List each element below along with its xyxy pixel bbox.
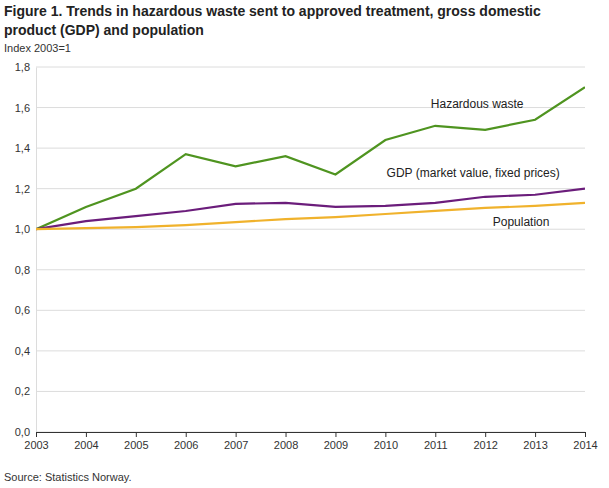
x-tick: 2014	[573, 432, 597, 451]
grid-line	[36, 310, 585, 311]
x-tick: 2006	[174, 432, 198, 451]
x-tick-label: 2010	[374, 439, 398, 451]
y-tick-label: 0,0	[15, 426, 30, 438]
x-tick-label: 2008	[274, 439, 298, 451]
x-tick-label: 2014	[573, 439, 597, 451]
x-tick-mark	[535, 432, 536, 437]
y-tick: 1,4	[15, 142, 36, 154]
y-tick: 0,2	[15, 385, 36, 397]
x-tick: 2004	[74, 432, 98, 451]
series-label: Hazardous waste	[431, 97, 524, 111]
x-tick-label: 2007	[224, 439, 248, 451]
x-tick-mark	[186, 432, 187, 437]
x-tick-mark	[485, 432, 486, 437]
y-tick-label: 1,6	[15, 102, 30, 114]
x-tick: 2010	[374, 432, 398, 451]
x-tick-label: 2013	[523, 439, 547, 451]
lines	[36, 87, 585, 229]
y-tick-label: 1,8	[15, 61, 30, 73]
y-tick: 0,4	[15, 345, 36, 357]
series-line	[36, 189, 585, 230]
y-tick-label: 0,2	[15, 385, 30, 397]
series-line	[36, 203, 585, 229]
x-tick: 2005	[124, 432, 148, 451]
y-tick: 1,2	[15, 183, 36, 195]
x-tick-mark	[36, 432, 37, 437]
y-tick-label: 1,2	[15, 183, 30, 195]
y-tick: 0,8	[15, 264, 36, 276]
x-tick: 2013	[523, 432, 547, 451]
y-tick-label: 0,8	[15, 264, 30, 276]
y-tick-label: 0,4	[15, 345, 30, 357]
y-tick: 1,8	[15, 61, 36, 73]
x-tick: 2003	[24, 432, 48, 451]
x-tick-mark	[385, 432, 386, 437]
x-tick: 2011	[424, 432, 448, 451]
y-tick-label: 1,0	[15, 223, 30, 235]
series-line	[36, 87, 585, 229]
grid-line	[36, 350, 585, 351]
chart: 0,00,20,40,60,81,01,21,41,61,82003200420…	[0, 0, 609, 488]
y-tick-label: 1,4	[15, 142, 30, 154]
grid-line	[36, 391, 585, 392]
x-tick-label: 2012	[473, 439, 497, 451]
x-tick-mark	[236, 432, 237, 437]
x-tick-label: 2009	[324, 439, 348, 451]
x-tick-label: 2011	[424, 439, 448, 451]
y-tick: 0,6	[15, 304, 36, 316]
y-tick: 1,6	[15, 102, 36, 114]
x-tick-mark	[86, 432, 87, 437]
grid-line	[36, 148, 585, 149]
x-axis-line	[37, 432, 586, 433]
x-tick-label: 2005	[124, 439, 148, 451]
grid-line	[36, 269, 585, 270]
grid	[36, 67, 585, 432]
x-tick-label: 2004	[74, 439, 98, 451]
x-tick-label: 2006	[174, 439, 198, 451]
x-tick: 2012	[473, 432, 497, 451]
y-axis-title: Index 2003=1	[4, 42, 71, 54]
y-tick-label: 0,6	[15, 304, 30, 316]
series-label: GDP (market value, fixed prices)	[387, 166, 560, 180]
source: Source: Statistics Norway.	[4, 471, 132, 483]
x-tick-mark	[585, 432, 586, 437]
chart-title: Figure 1. Trends in hazardous waste sent…	[4, 2, 594, 40]
x-axis: 2003 2004 2005 2006 2007 2008 2009 2010 2011 2012…	[24, 432, 597, 451]
grid-line	[36, 67, 585, 68]
series-label: Population	[493, 215, 550, 229]
y-axis-line	[36, 68, 37, 433]
x-tick-mark	[335, 432, 336, 437]
x-tick: 2008	[274, 432, 298, 451]
x-tick-mark	[435, 432, 436, 437]
x-tick-mark	[286, 432, 287, 437]
grid-line	[36, 188, 585, 189]
grid-line	[36, 432, 585, 433]
x-tick: 2007	[224, 432, 248, 451]
y-axis: 0,0 0,2 0,4 0,6 0,8 1,0 1,2 1,4 1,6 1,8	[15, 61, 37, 438]
x-tick: 2009	[324, 432, 348, 451]
y-tick: 0,0	[15, 426, 36, 438]
x-tick-mark	[136, 432, 137, 437]
x-tick-label: 2003	[24, 439, 48, 451]
y-tick: 1,0	[15, 223, 36, 235]
